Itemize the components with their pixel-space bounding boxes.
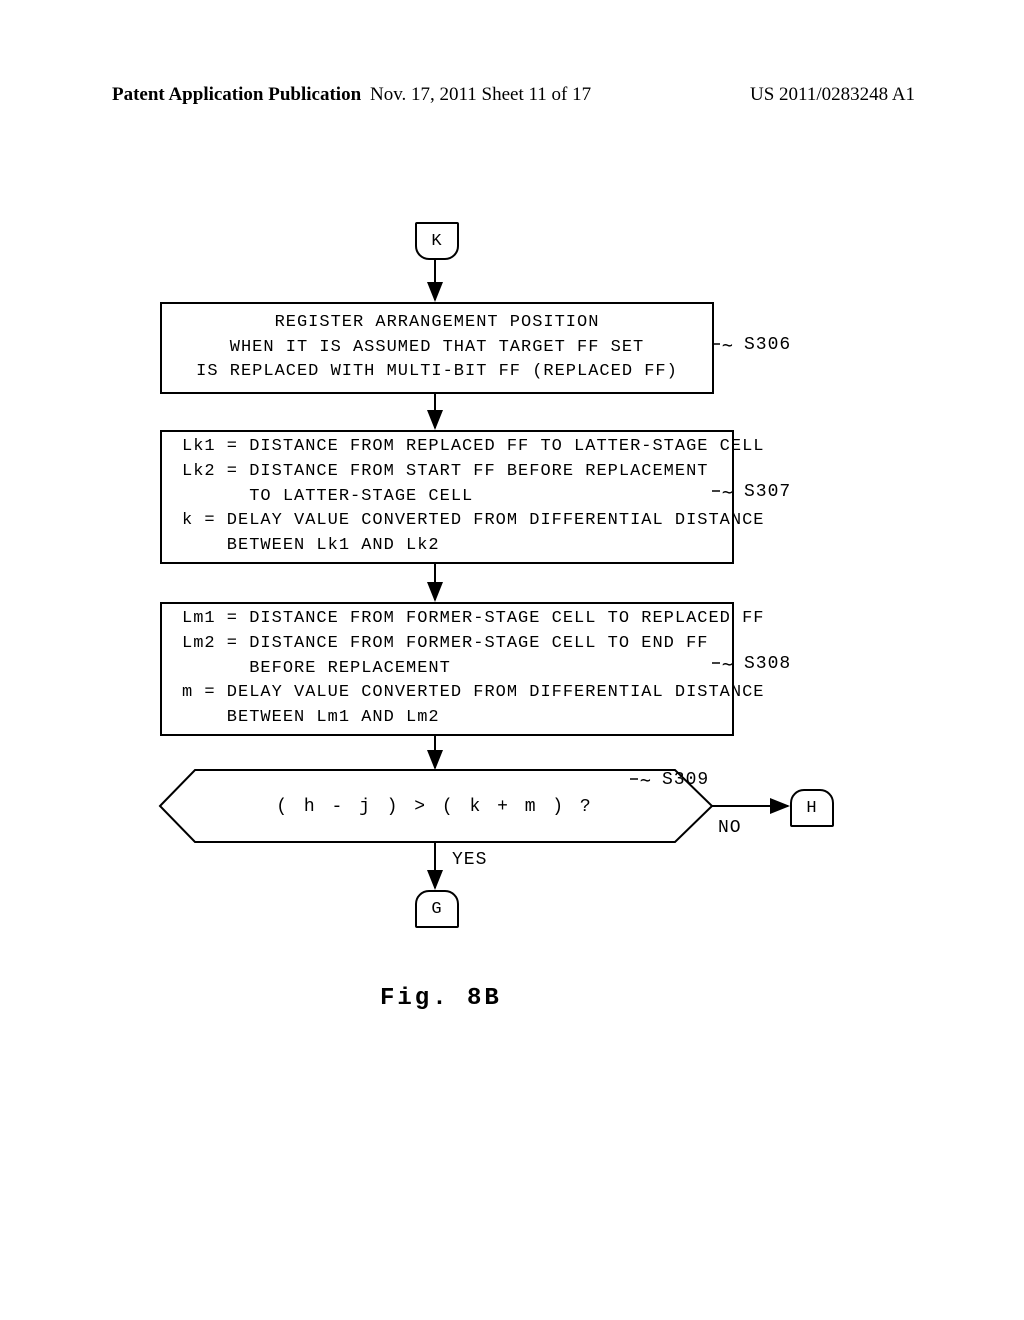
s307-line3: TO LATTER-STAGE CELL <box>182 485 732 510</box>
step-s309-tilde: ∼ <box>640 770 652 792</box>
connector-K: K <box>415 222 459 260</box>
connector-G: G <box>415 890 459 928</box>
s308-line4: m = DELAY VALUE CONVERTED FROM DIFFERENT… <box>182 681 732 706</box>
connector-G-label: G <box>431 900 442 919</box>
box-s306: REGISTER ARRANGEMENT POSITION WHEN IT IS… <box>160 302 714 394</box>
header-left: Patent Application Publication <box>112 84 361 106</box>
decision-yes: YES <box>452 850 487 870</box>
connector-K-label: K <box>431 232 442 251</box>
header-right: US 2011/0283248 A1 <box>750 84 915 106</box>
step-s307-tilde: ∼ <box>722 482 734 504</box>
header-center: Nov. 17, 2011 Sheet 11 of 17 <box>370 84 591 106</box>
decision-expr: ( h - j ) > ( k + m ) ? <box>276 797 593 817</box>
s308-line3: BEFORE REPLACEMENT <box>182 657 732 682</box>
s306-line3: IS REPLACED WITH MULTI-BIT FF (REPLACED … <box>162 360 712 385</box>
step-s307: S307 <box>744 482 791 502</box>
s307-line1: Lk1 = DISTANCE FROM REPLACED FF TO LATTE… <box>182 435 732 460</box>
s307-line5: BETWEEN Lk1 AND Lk2 <box>182 534 732 559</box>
s306-line1: REGISTER ARRANGEMENT POSITION <box>162 311 712 336</box>
step-s309: S309 <box>662 770 709 790</box>
decision-text: ( h - j ) > ( k + m ) ? <box>275 797 595 817</box>
box-s307: Lk1 = DISTANCE FROM REPLACED FF TO LATTE… <box>160 430 734 564</box>
connector-H: H <box>790 789 834 827</box>
figure-label: Fig. 8B <box>380 985 502 1012</box>
s306-line2: WHEN IT IS ASSUMED THAT TARGET FF SET <box>162 336 712 361</box>
s307-line4: k = DELAY VALUE CONVERTED FROM DIFFERENT… <box>182 509 732 534</box>
s308-line2: Lm2 = DISTANCE FROM FORMER-STAGE CELL TO… <box>182 632 732 657</box>
step-s308-tilde: ∼ <box>722 654 734 676</box>
s308-line5: BETWEEN Lm1 AND Lm2 <box>182 706 732 731</box>
step-s308: S308 <box>744 654 791 674</box>
s307-line2: Lk2 = DISTANCE FROM START FF BEFORE REPL… <box>182 460 732 485</box>
decision-no: NO <box>718 818 742 838</box>
connector-H-label: H <box>806 799 817 818</box>
step-s306-tilde: ∼ <box>722 335 734 357</box>
step-s306: S306 <box>744 335 791 355</box>
s308-line1: Lm1 = DISTANCE FROM FORMER-STAGE CELL TO… <box>182 607 732 632</box>
box-s308: Lm1 = DISTANCE FROM FORMER-STAGE CELL TO… <box>160 602 734 736</box>
